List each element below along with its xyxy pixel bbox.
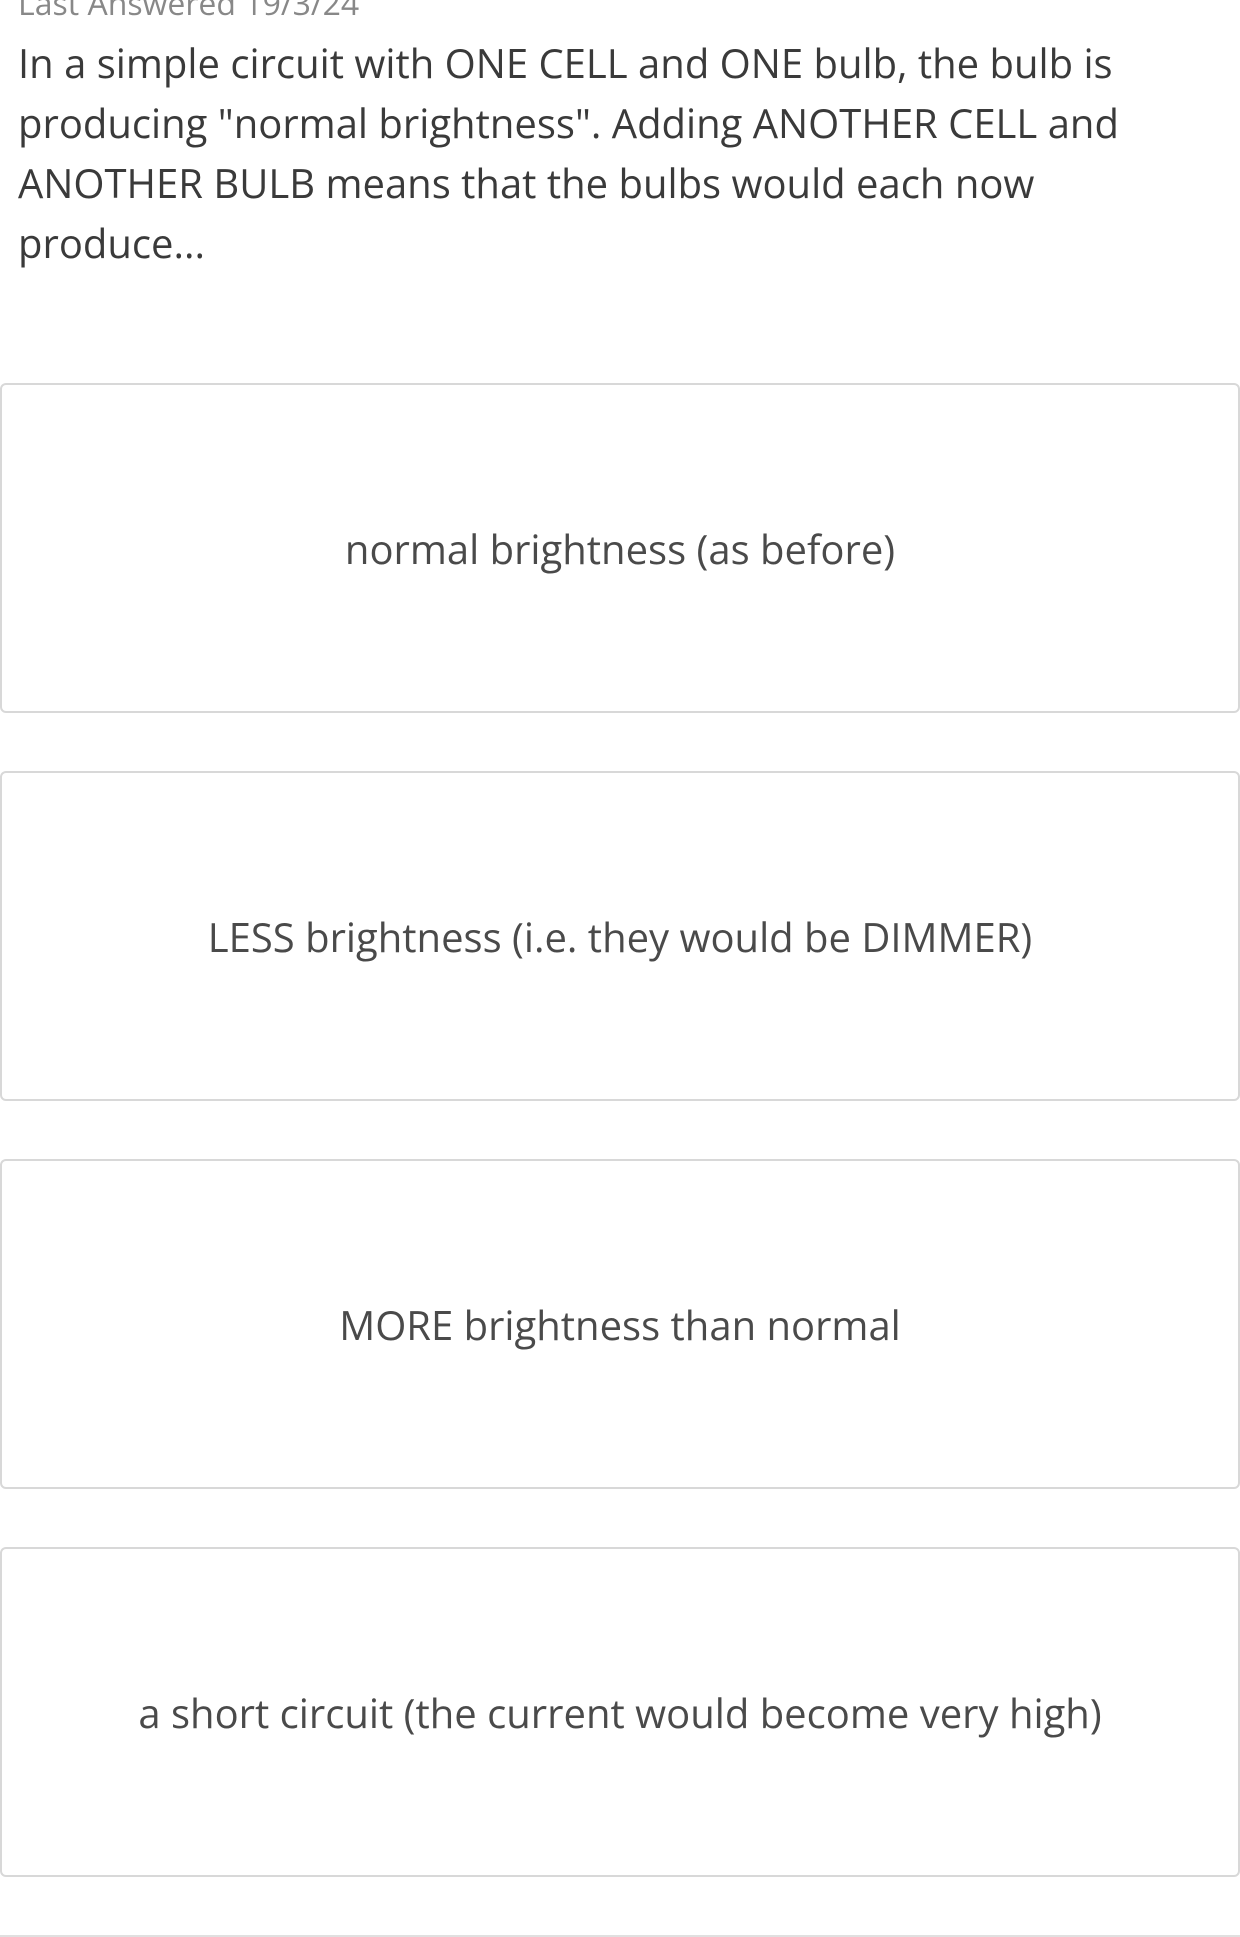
answer-option-1-label: normal brightness (as before)	[345, 521, 895, 576]
answer-option-2[interactable]: LESS brightness (i.e. they would be DIMM…	[0, 771, 1240, 1101]
question-text: In a simple circuit with ONE CELL and ON…	[0, 33, 1240, 273]
answer-option-4-label: a short circuit (the current would becom…	[138, 1685, 1101, 1740]
answer-option-1[interactable]: normal brightness (as before)	[0, 383, 1240, 713]
last-answered-meta: Last Answered 19/3/24	[0, 0, 1240, 25]
answer-option-2-label: LESS brightness (i.e. they would be DIMM…	[208, 909, 1032, 964]
answer-option-3-label: MORE brightness than normal	[339, 1297, 901, 1352]
answer-option-3[interactable]: MORE brightness than normal	[0, 1159, 1240, 1489]
answer-option-4[interactable]: a short circuit (the current would becom…	[0, 1547, 1240, 1877]
